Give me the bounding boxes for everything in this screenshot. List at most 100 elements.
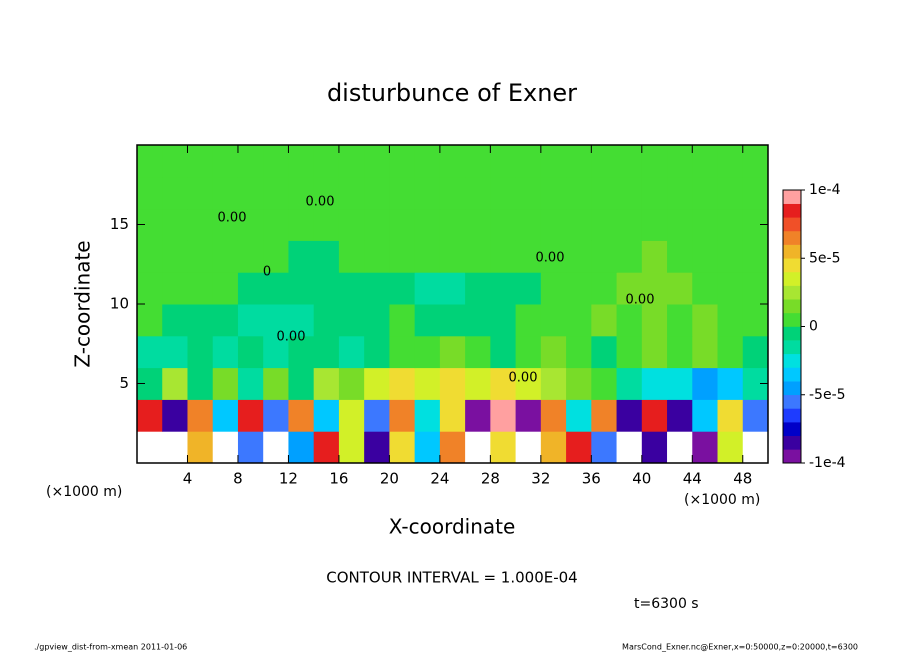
cell: [364, 240, 390, 273]
cell: [187, 208, 214, 241]
cell: [137, 176, 163, 210]
cell: [364, 335, 390, 369]
cell: [338, 367, 365, 400]
cell: [742, 272, 769, 305]
chart-title: disturbunce of Exner: [327, 79, 577, 107]
cell: [338, 431, 365, 464]
cell: [490, 399, 517, 432]
cell: [641, 335, 668, 369]
cell: [414, 367, 441, 400]
colorbar-swatch: [783, 299, 801, 314]
cell: [641, 208, 668, 241]
cell: [364, 176, 390, 210]
cell: [591, 176, 618, 210]
cell: [667, 304, 693, 337]
cell: [566, 304, 592, 337]
cell: [313, 367, 340, 400]
cell: [465, 145, 491, 178]
cell: [263, 208, 289, 241]
cell: [692, 208, 719, 241]
cell: [237, 208, 264, 241]
cell: [515, 240, 542, 273]
cell: [616, 335, 643, 369]
cell: [616, 240, 643, 273]
colorbar-swatch: [783, 312, 801, 327]
cell: [288, 272, 315, 305]
cell: [717, 367, 744, 400]
cell: [288, 335, 315, 369]
x-tick-label: 4: [183, 470, 193, 488]
cell: [389, 240, 416, 273]
cell: [540, 208, 567, 241]
cell: [692, 431, 719, 464]
cell: [389, 367, 416, 400]
cell: [414, 176, 441, 210]
cell: [540, 367, 567, 400]
cell: [263, 399, 289, 432]
cell: [742, 304, 769, 337]
colorbar-swatch: [783, 203, 801, 218]
cell: [490, 304, 517, 337]
cell: [515, 145, 542, 178]
contour-interval: CONTOUR INTERVAL = 1.000E-04: [326, 569, 577, 587]
contour-label: 0.00: [509, 371, 538, 386]
cell: [162, 431, 188, 464]
cell: [187, 335, 214, 369]
cell: [490, 367, 517, 400]
cell: [439, 208, 466, 241]
cell: [465, 367, 491, 400]
cell: [389, 208, 416, 241]
cell: [692, 145, 719, 178]
cell: [313, 176, 340, 210]
cell: [566, 367, 592, 400]
cell: [313, 431, 340, 464]
cell: [667, 399, 693, 432]
cell: [717, 272, 744, 305]
cell: [717, 304, 744, 337]
cell: [490, 431, 517, 464]
time-label: t=6300 s: [634, 596, 699, 612]
cell: [540, 240, 567, 273]
cell: [263, 335, 289, 369]
cell: [591, 208, 618, 241]
cell: [439, 367, 466, 400]
colorbar-swatch: [783, 408, 801, 423]
colorbar-swatch: [783, 394, 801, 409]
cell: [641, 367, 668, 400]
cell: [212, 176, 239, 210]
cell: [439, 176, 466, 210]
y-tick-label: 15: [110, 215, 129, 233]
cell: [389, 399, 416, 432]
cell: [187, 272, 214, 305]
cell: [667, 176, 693, 210]
y-tick-label: 10: [110, 295, 129, 313]
cell: [364, 367, 390, 400]
field: [137, 145, 769, 464]
cell: [717, 176, 744, 210]
x-tick-label: 44: [683, 470, 702, 488]
colorbar-swatch: [783, 435, 801, 450]
cell: [212, 367, 239, 400]
x-tick-label: 20: [380, 470, 399, 488]
cell: [364, 272, 390, 305]
cell: [667, 208, 693, 241]
cell: [566, 176, 592, 210]
x-tick-label: 48: [733, 470, 752, 488]
x-unit: (×1000 m): [684, 492, 760, 508]
cell: [338, 240, 365, 273]
cell: [742, 431, 769, 464]
cell: [667, 272, 693, 305]
cell: [237, 240, 264, 273]
colorbar-swatch: [783, 258, 801, 273]
cell: [364, 431, 390, 464]
cell: [288, 367, 315, 400]
cell: [137, 431, 163, 464]
colorbar-swatch: [783, 449, 801, 464]
cell: [237, 431, 264, 464]
cell: [591, 145, 618, 178]
cell: [338, 208, 365, 241]
cell: [414, 240, 441, 273]
cell: [263, 304, 289, 337]
x-tick-label: 32: [531, 470, 550, 488]
cell: [717, 145, 744, 178]
